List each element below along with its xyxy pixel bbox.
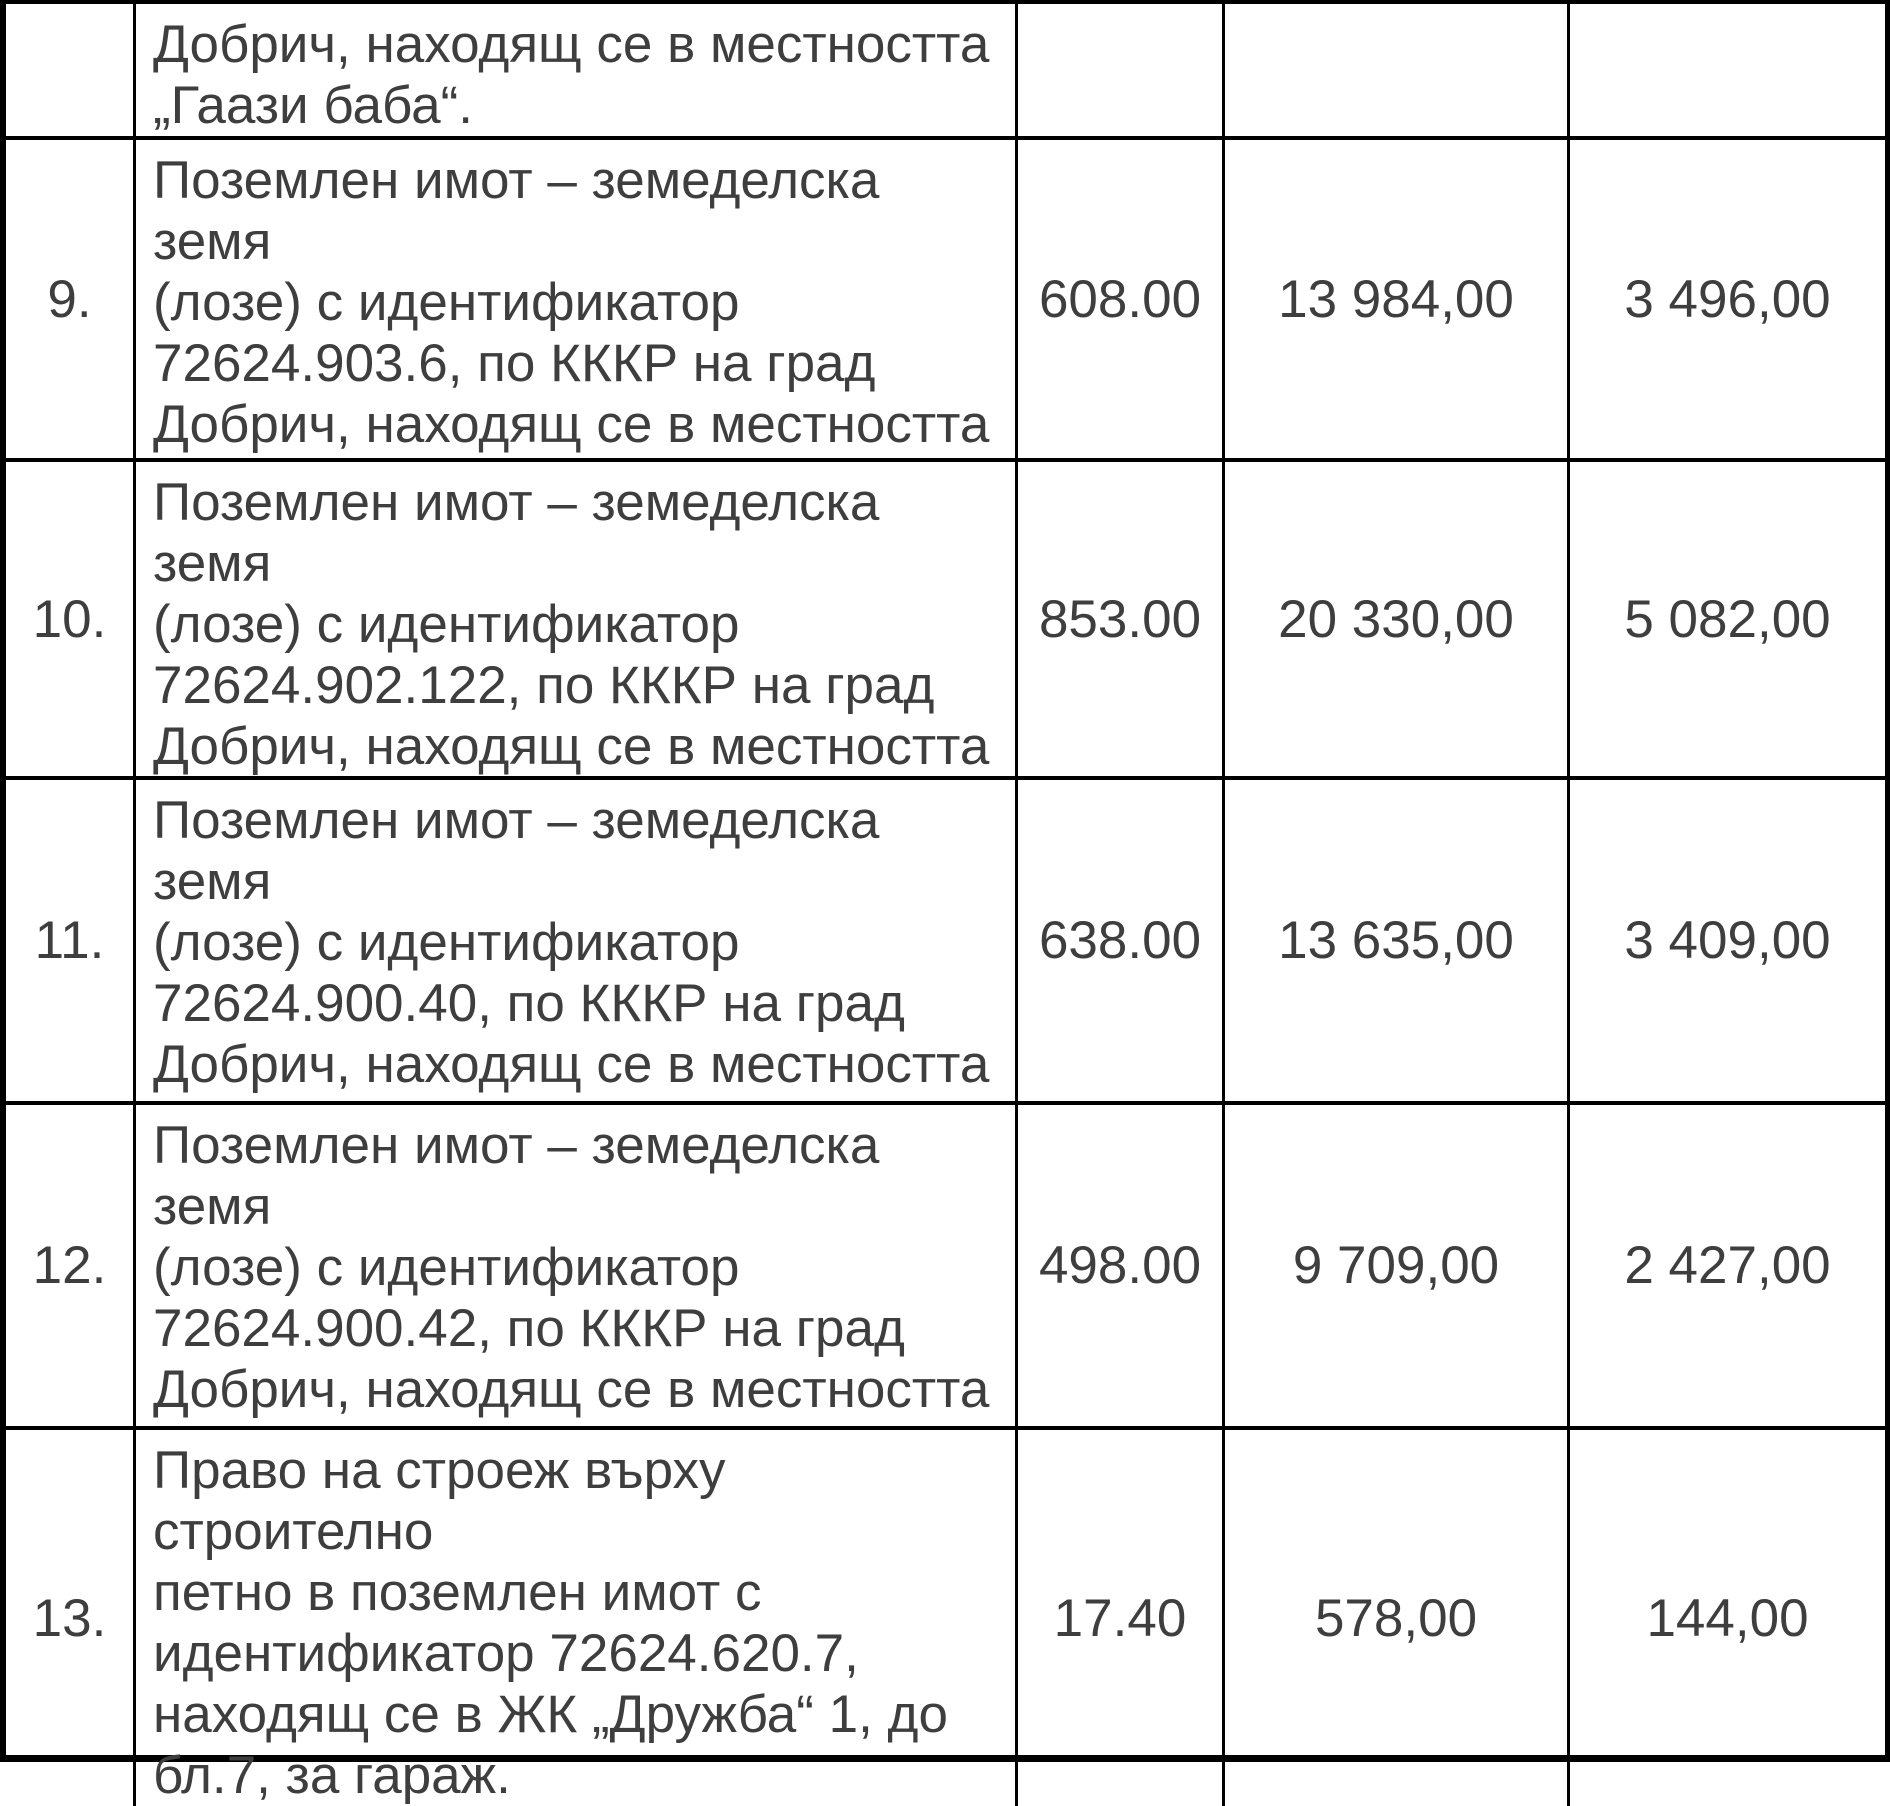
row-number-cell: 10. xyxy=(6,462,136,776)
table-row: 11. Поземлен имот – земеделска земя (лоз… xyxy=(6,780,1885,1105)
value-cell-2: 13 635,00 xyxy=(1225,780,1570,1101)
value-cell-2 xyxy=(1225,4,1570,136)
description-cell: Поземлен имот – земеделска земя (лозе) с… xyxy=(136,1105,1018,1426)
table-row: 10. Поземлен имот – земеделска земя (лоз… xyxy=(6,462,1885,780)
value-cell-2: 13 984,00 xyxy=(1225,140,1570,458)
value-cell-3: 3 496,00 xyxy=(1624,269,1831,329)
value-cell-2: 20 330,00 xyxy=(1225,462,1570,776)
value-cell-3: 3 409,00 xyxy=(1624,911,1831,970)
value-cell-1: 853.00 xyxy=(1018,462,1225,776)
description-cell: Поземлен имот – земеделска земя (лозе) с… xyxy=(136,140,1018,458)
value-cell-3: 144,00 xyxy=(1646,1588,1809,1648)
value-cell-1: 498.00 xyxy=(1018,1105,1225,1426)
row-number-cell: 12. xyxy=(6,1105,136,1426)
value-cell-1: 608.00 xyxy=(1018,140,1225,458)
table-row: Добрич, находящ се в местността „Гаази б… xyxy=(6,4,1885,140)
value-cell-1: 17.40 xyxy=(1018,1430,1225,1806)
table-row: 12. Поземлен имот – земеделска земя (лоз… xyxy=(6,1105,1885,1430)
row-number-cell xyxy=(6,4,136,136)
row-number-cell: 13. xyxy=(6,1430,136,1806)
row-number-cell: 9. xyxy=(6,140,136,458)
description-cell: Поземлен имот – земеделска земя (лозе) с… xyxy=(136,462,1018,776)
value-cell-3 xyxy=(1570,4,1885,136)
value-cell-1 xyxy=(1018,4,1225,136)
value-cell-2: 578,00 xyxy=(1225,1430,1570,1806)
table-row: 9. Поземлен имот – земеделска земя (лозе… xyxy=(6,140,1885,462)
value-cell-1: 638.00 xyxy=(1018,780,1225,1101)
table-row: 13. Право на строеж върху строително пет… xyxy=(6,1430,1885,1806)
description-cell: Поземлен имот – земеделска земя (лозе) с… xyxy=(136,780,1018,1101)
row-number-cell: 11. xyxy=(6,780,136,1101)
description-cell: Добрич, находящ се в местността „Гаази б… xyxy=(136,4,1018,136)
value-cell-2: 9 709,00 xyxy=(1225,1105,1570,1426)
value-cell-3: 2 427,00 xyxy=(1624,1236,1831,1295)
description-cell: Право на строеж върху строително петно в… xyxy=(136,1430,1018,1806)
value-cell-3: 5 082,00 xyxy=(1624,589,1831,649)
